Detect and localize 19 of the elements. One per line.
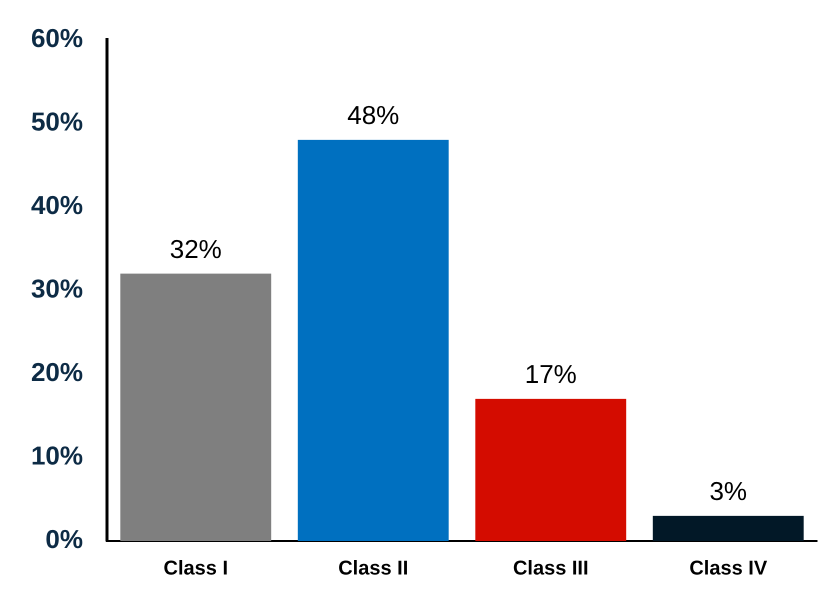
data-label: 17%	[524, 359, 577, 390]
y-tick-label: 30%	[30, 273, 83, 304]
bar	[652, 516, 804, 541]
y-tick-label: 10%	[30, 440, 83, 471]
y-tick-label: 40%	[30, 190, 83, 220]
x-tick-label: Class II	[338, 558, 408, 580]
bar	[475, 398, 626, 541]
bar	[298, 140, 449, 541]
x-tick-label: Class IV	[689, 558, 768, 580]
x-tick-label: Class I	[164, 558, 228, 580]
data-label: 48%	[347, 100, 400, 130]
y-tick-label: 50%	[30, 106, 83, 136]
data-label: 32%	[170, 234, 222, 264]
y-tick-label: 20%	[30, 357, 83, 388]
bar	[120, 274, 272, 541]
x-tick-label: Class III	[512, 558, 589, 580]
y-tick-label: 60%	[30, 22, 83, 53]
y-tick-label: 0%	[45, 524, 83, 554]
data-label: 3%	[709, 476, 748, 506]
